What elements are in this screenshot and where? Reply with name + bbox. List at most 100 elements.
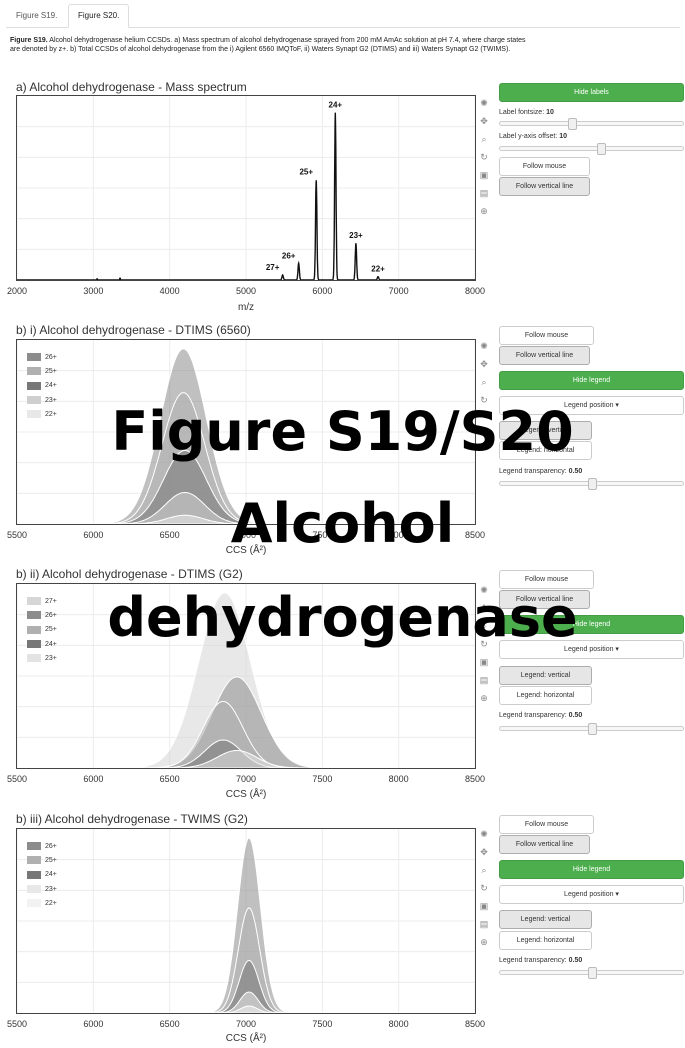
dtims-g2-plot[interactable]: 27+ 26+ 25+ 24+ 23+ (16, 583, 476, 769)
legend-horizontal-button[interactable]: Legend: horizontal (499, 686, 592, 705)
slider-handle[interactable] (588, 723, 597, 735)
figure-caption: Figure S19. Alcohol dehydrogenase helium… (10, 36, 530, 54)
follow-vertical-line-button[interactable]: Follow vertical line (499, 177, 590, 196)
hide-labels-button[interactable]: Hide labels (499, 83, 684, 102)
legend-horizontal-button[interactable]: Legend: horizontal (499, 931, 592, 950)
follow-mouse-button[interactable]: Follow mouse (499, 326, 594, 345)
legend-item[interactable]: 24+ (27, 379, 57, 393)
legend-position-dropdown[interactable]: Legend position ▾ (499, 885, 684, 904)
crosshair-icon[interactable]: ⊕ (480, 937, 488, 947)
legend-vertical-button[interactable]: Legend: vertical (499, 421, 592, 440)
chart-legend[interactable]: 26+ 25+ 24+ 23+ 22+ (27, 350, 57, 421)
legend-label: 24+ (45, 382, 57, 390)
legend-vertical-button[interactable]: Legend: vertical (499, 910, 592, 929)
save-icon[interactable]: ▣ (479, 901, 489, 911)
legend-item[interactable]: 25+ (27, 623, 57, 637)
legend-transparency-label: Legend transparency: 0.50 (499, 957, 582, 964)
twims-g2-plot[interactable]: 26+ 25+ 24+ 23+ 22+ (16, 828, 476, 1014)
legend-transparency-slider[interactable] (499, 478, 684, 490)
legend-item[interactable]: 23+ (27, 393, 57, 407)
legend-item[interactable]: 26+ (27, 608, 57, 622)
legend-label: 25+ (45, 626, 57, 634)
reset-icon[interactable]: ↻ (480, 395, 488, 405)
save-icon[interactable]: ▣ (479, 170, 489, 180)
zoom-icon[interactable]: ⌕ (481, 621, 487, 631)
legend-transparency-slider[interactable] (499, 723, 684, 735)
ccs-svg (17, 584, 475, 768)
x-tick-label: 5500 (6, 1019, 28, 1029)
legend-transparency-slider[interactable] (499, 967, 684, 979)
follow-vertical-line-button[interactable]: Follow vertical line (499, 590, 590, 609)
hide-legend-button[interactable]: Hide legend (499, 371, 684, 390)
pan-icon[interactable]: ✥ (480, 116, 488, 126)
legend-item[interactable]: 26+ (27, 350, 57, 364)
zoom-icon[interactable]: ⌕ (481, 865, 487, 875)
legend-swatch (27, 856, 41, 865)
zoom-icon[interactable]: ⌕ (481, 377, 487, 387)
hover-icon[interactable]: ▤ (479, 188, 489, 198)
chart-legend[interactable]: 27+ 26+ 25+ 24+ 23+ (27, 594, 57, 665)
mass-spectrum-plot[interactable]: 27+ 26+ 25+ 24+ 23+ 22+ (16, 95, 476, 281)
peak-label: 27+ (266, 263, 280, 272)
x-tick-label: 6500 (159, 774, 180, 784)
legend-label: 26+ (45, 842, 57, 850)
legend-item[interactable]: 22+ (27, 896, 57, 910)
follow-mouse-button[interactable]: Follow mouse (499, 815, 594, 834)
reset-icon[interactable]: ↻ (480, 152, 488, 162)
chart-legend[interactable]: 26+ 25+ 24+ 23+ 22+ (27, 839, 57, 910)
legend-label: 23+ (45, 885, 57, 893)
slider-handle[interactable] (597, 143, 606, 155)
label-fontsize-slider[interactable] (499, 118, 684, 130)
reset-icon[interactable]: ↻ (480, 883, 488, 893)
tab-figure-s19[interactable]: Figure S19. (16, 11, 58, 20)
pan-icon[interactable]: ✥ (480, 847, 488, 857)
legend-position-dropdown[interactable]: Legend position ▾ (499, 640, 684, 659)
label-offset-slider[interactable] (499, 143, 684, 155)
label-offset-value: 10 (559, 133, 567, 140)
pan-icon[interactable]: ✥ (480, 603, 488, 613)
zoom-icon[interactable]: ⌕ (481, 134, 487, 144)
hide-legend-button[interactable]: Hide legend (499, 615, 684, 634)
legend-item[interactable]: 27+ (27, 594, 57, 608)
legend-item[interactable]: 23+ (27, 651, 57, 665)
legend-item[interactable]: 25+ (27, 853, 57, 867)
hover-icon[interactable]: ▤ (479, 919, 489, 929)
slider-handle[interactable] (588, 967, 597, 979)
legend-vertical-button[interactable]: Legend: vertical (499, 666, 592, 685)
peak-label: 25+ (299, 168, 313, 177)
dtims-6560-xlabel: CCS (Å²) (225, 545, 267, 556)
legend-item[interactable]: 25+ (27, 364, 57, 378)
follow-vertical-line-button[interactable]: Follow vertical line (499, 346, 590, 365)
legend-item[interactable]: 26+ (27, 839, 57, 853)
legend-position-dropdown[interactable]: Legend position ▾ (499, 396, 684, 415)
peak-label: 22+ (371, 265, 385, 274)
ccs-area-23plus (17, 750, 475, 768)
slider-handle[interactable] (568, 118, 577, 130)
reset-icon[interactable]: ↻ (480, 639, 488, 649)
pan-icon[interactable]: ✥ (480, 359, 488, 369)
legend-item[interactable]: 22+ (27, 407, 57, 421)
x-tick-label: 8000 (388, 774, 409, 784)
panel-b3-title: b) iii) Alcohol dehydrogenase - TWIMS (G… (16, 812, 248, 826)
legend-horizontal-button[interactable]: Legend: horizontal (499, 441, 592, 460)
legend-label: 23+ (45, 396, 57, 404)
follow-mouse-button[interactable]: Follow mouse (499, 570, 594, 589)
legend-item[interactable]: 24+ (27, 637, 57, 651)
legend-item[interactable]: 23+ (27, 882, 57, 896)
tab-figure-s20[interactable]: Figure S20. (68, 4, 130, 28)
slider-handle[interactable] (588, 478, 597, 490)
dtims-6560-plot[interactable]: 26+ 25+ 24+ 23+ 22+ (16, 339, 476, 525)
hide-legend-button[interactable]: Hide legend (499, 860, 684, 879)
legend-item[interactable]: 24+ (27, 868, 57, 882)
legend-swatch (27, 367, 41, 376)
hover-icon[interactable]: ▤ (479, 675, 489, 685)
crosshair-icon[interactable]: ⊕ (480, 693, 488, 703)
follow-vertical-line-button[interactable]: Follow vertical line (499, 835, 590, 854)
follow-mouse-button[interactable]: Follow mouse (499, 157, 590, 176)
save-icon[interactable]: ▣ (479, 657, 489, 667)
x-tick-label: 7500 (312, 774, 333, 784)
label-offset-text: Label y-axis offset: (499, 133, 558, 140)
crosshair-icon[interactable]: ⊕ (480, 206, 488, 216)
peak-label: 26+ (282, 251, 296, 260)
bokeh-logo-icon: ✺ (480, 585, 488, 595)
